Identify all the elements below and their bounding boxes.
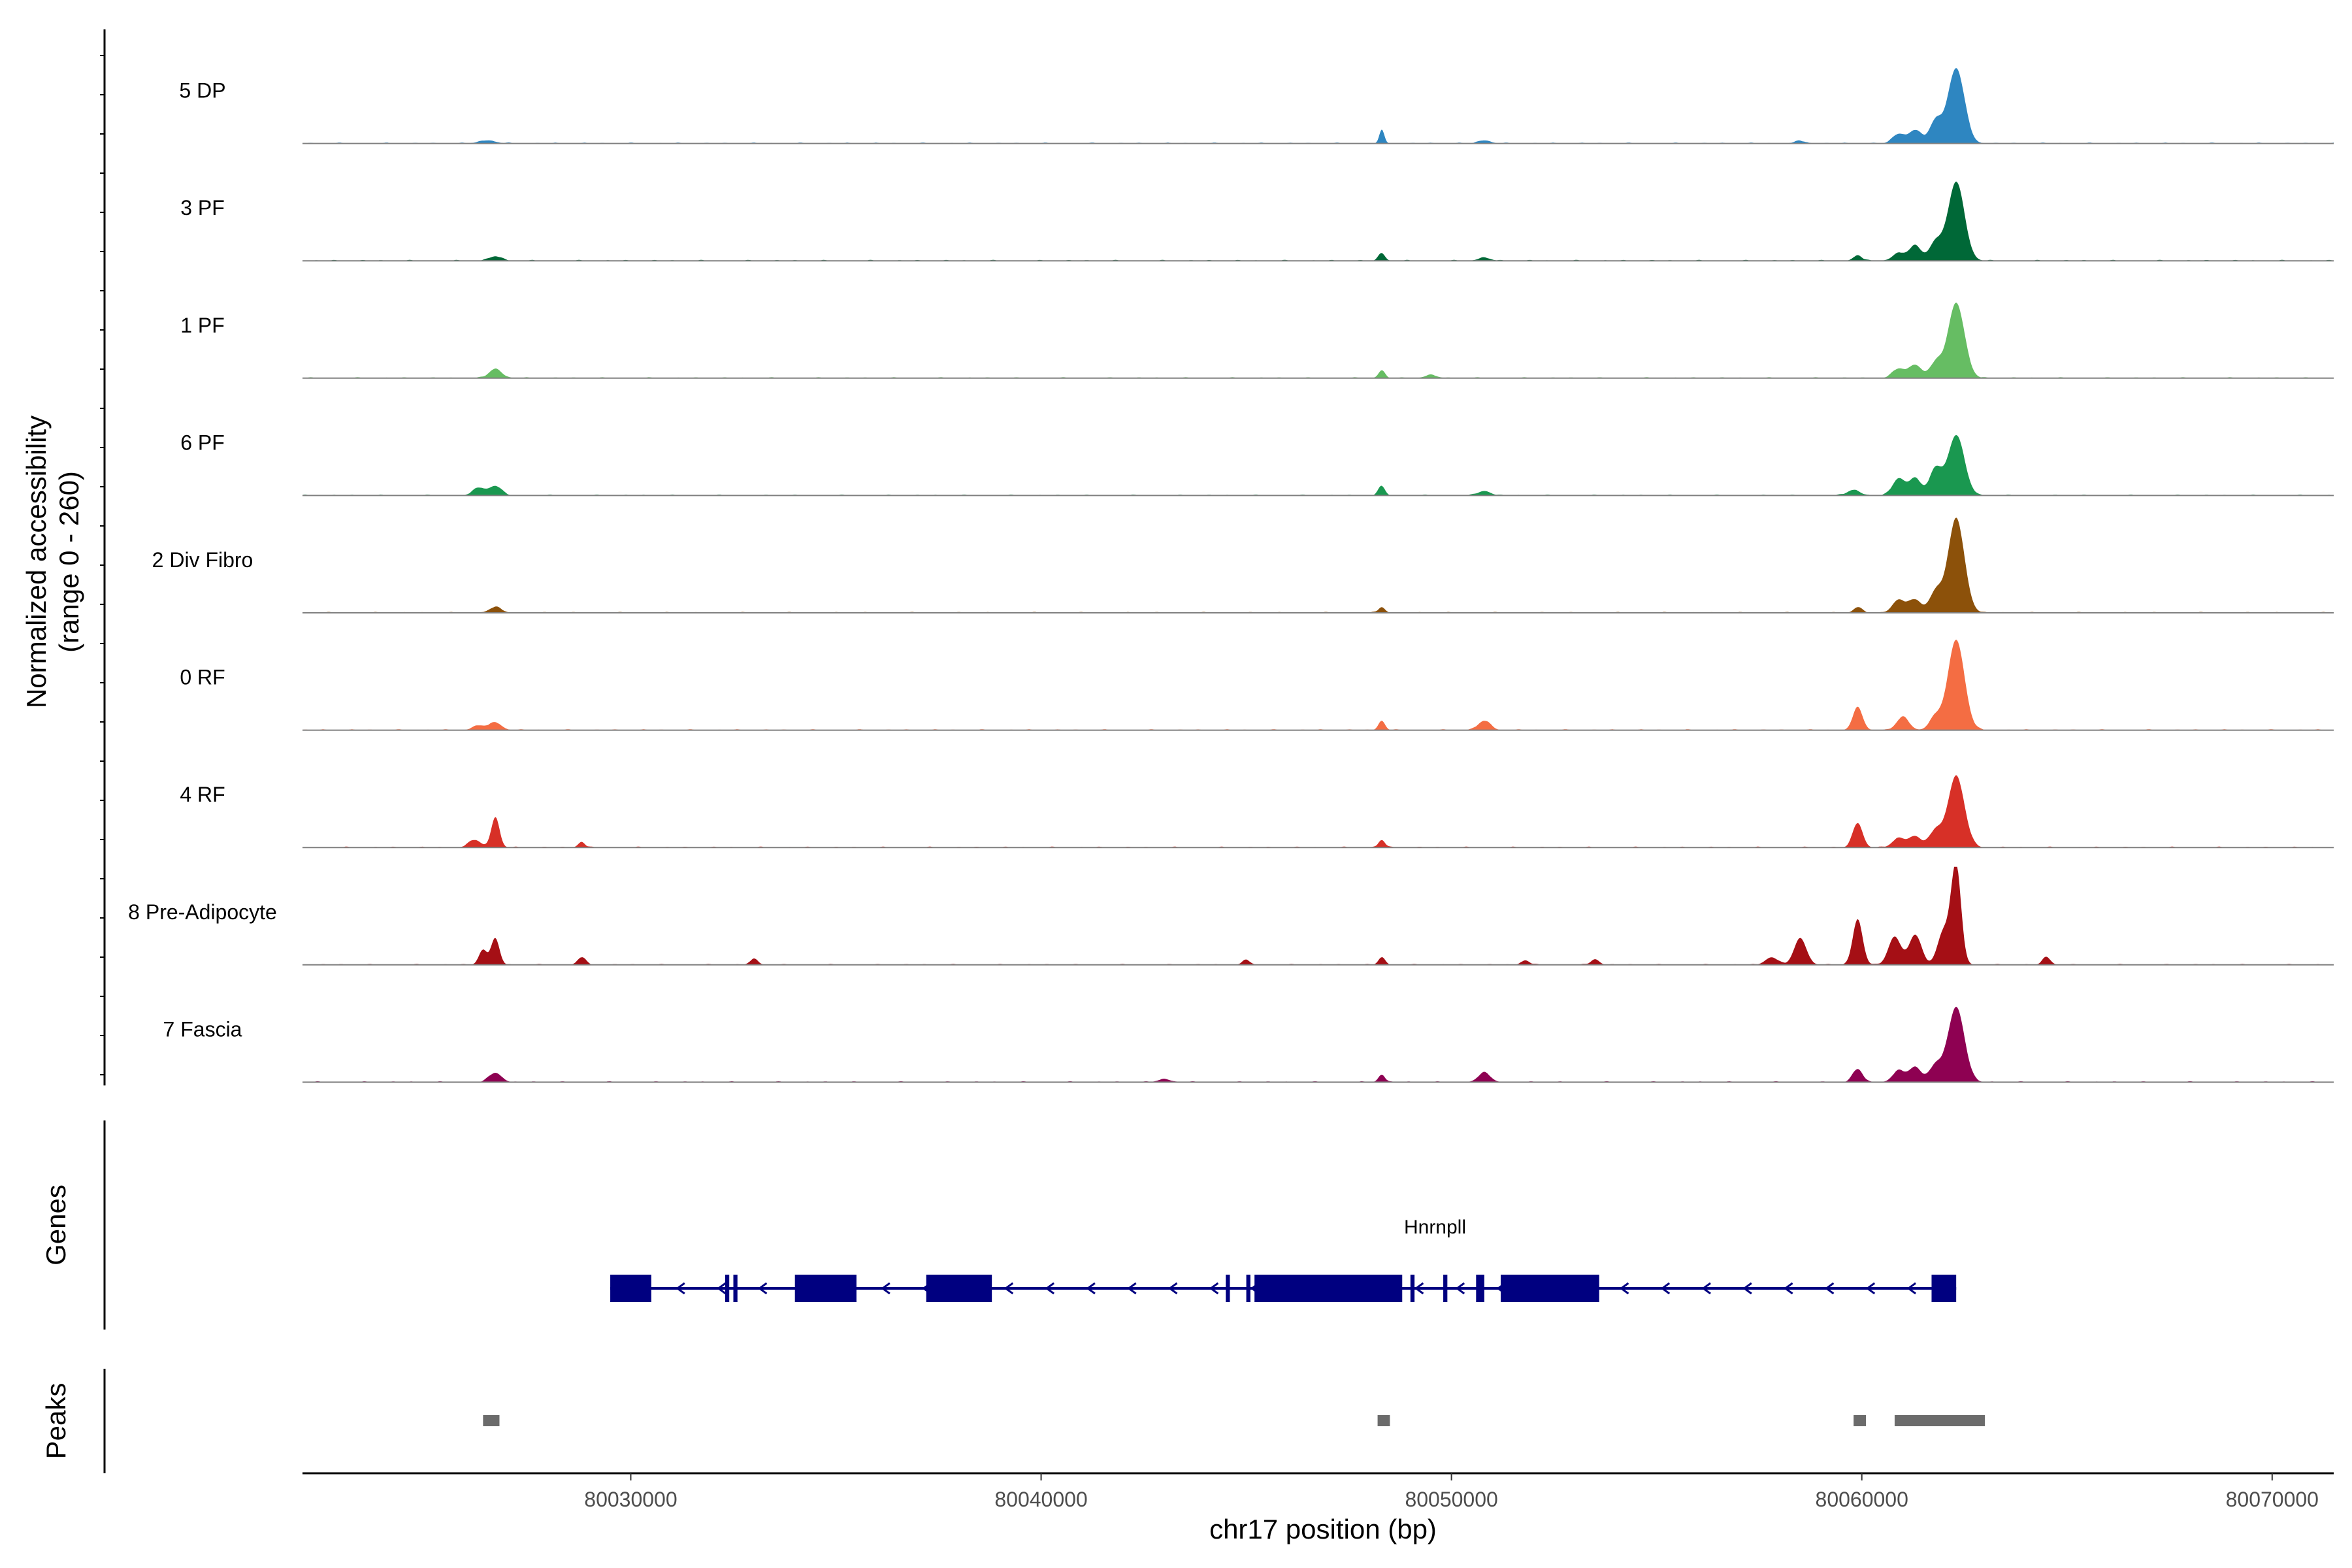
track-area bbox=[302, 181, 2334, 261]
gene-exon bbox=[1443, 1275, 1448, 1302]
x-tick-label: 80030000 bbox=[584, 1488, 677, 1511]
strand-arrow bbox=[1742, 1282, 1752, 1295]
track-area bbox=[302, 775, 2334, 848]
strand-arrow bbox=[676, 1282, 685, 1295]
track-label: 5 DP bbox=[179, 79, 225, 103]
track-6: 0 RF bbox=[180, 640, 2334, 731]
x-tick-label: 80070000 bbox=[2226, 1488, 2319, 1511]
peak-region bbox=[483, 1415, 500, 1426]
strand-arrow bbox=[1701, 1282, 1711, 1295]
x-axis-title: chr17 position (bp) bbox=[1209, 1514, 1437, 1544]
track-4: 6 PF bbox=[180, 431, 2334, 497]
gene-exon bbox=[1931, 1275, 1957, 1302]
genes-panel-title: Genes bbox=[41, 1184, 71, 1266]
track-8: 8 Pre-Adipocyte bbox=[128, 866, 2334, 966]
peak-region bbox=[1894, 1415, 1985, 1426]
gene-exon bbox=[1226, 1275, 1230, 1302]
peak-regions bbox=[483, 1415, 1985, 1426]
track-area bbox=[302, 68, 2334, 144]
strand-arrow bbox=[1865, 1282, 1876, 1295]
x-tick-label: 80060000 bbox=[1816, 1488, 1908, 1511]
track-label: 0 RF bbox=[180, 666, 225, 689]
gene-exon bbox=[610, 1275, 651, 1302]
gene-exon bbox=[725, 1275, 730, 1302]
strand-arrow bbox=[1906, 1282, 1916, 1295]
y-axis-title-group-2: (range 0 - 260) bbox=[54, 471, 84, 653]
strand-arrow bbox=[1045, 1282, 1054, 1295]
track-area bbox=[302, 434, 2334, 496]
coverage-tracks: 5 DP 3 PF 1 PF 6 PF 2 Div Fibro 0 RF 4 RF 8 Pre… bbox=[128, 68, 2334, 1083]
gene-exon bbox=[1246, 1275, 1250, 1302]
track-9: 7 Fascia bbox=[163, 1006, 2334, 1083]
peaks-title-group: Peaks bbox=[41, 1383, 71, 1460]
track-area bbox=[302, 640, 2334, 730]
y-axis-title-line1: Normalized accessibility bbox=[21, 416, 52, 708]
x-axis-ticks: 80030000 80040000 80050000 80060000 80070000 bbox=[584, 1473, 2319, 1511]
track-2: 3 PF bbox=[180, 181, 2334, 262]
strand-arrow bbox=[1824, 1282, 1835, 1295]
track-label: 7 Fascia bbox=[163, 1017, 242, 1041]
strand-arrow bbox=[1455, 1282, 1465, 1295]
track-label: 4 RF bbox=[180, 783, 225, 806]
track-1: 5 DP bbox=[179, 68, 2334, 144]
y-axis-title-line2: (range 0 - 260) bbox=[54, 471, 84, 653]
strand-arrow bbox=[1127, 1282, 1137, 1295]
gene-exon bbox=[733, 1275, 738, 1302]
strand-arrow bbox=[1168, 1282, 1178, 1295]
peaks-panel-title: Peaks bbox=[41, 1383, 71, 1460]
coverage-y-ticks bbox=[100, 55, 105, 1075]
y-axis-title-group: Normalized accessibility bbox=[21, 416, 52, 708]
peak-region bbox=[1377, 1415, 1390, 1426]
track-label: 3 PF bbox=[180, 196, 225, 220]
gene-exon bbox=[926, 1275, 992, 1302]
gene-exon bbox=[1476, 1275, 1484, 1302]
strand-arrow bbox=[1209, 1282, 1219, 1295]
x-tick-label: 80050000 bbox=[1405, 1488, 1497, 1511]
strand-arrow bbox=[1414, 1282, 1424, 1295]
x-tick-label: 80040000 bbox=[994, 1488, 1087, 1511]
track-label: 2 Div Fibro bbox=[152, 548, 253, 572]
gene-model bbox=[610, 1275, 1957, 1302]
genes-title-group: Genes bbox=[41, 1184, 71, 1266]
track-area bbox=[302, 866, 2334, 965]
track-area bbox=[302, 302, 2334, 378]
peak-region bbox=[1854, 1415, 1866, 1426]
track-label: 6 PF bbox=[180, 431, 225, 454]
track-7: 4 RF bbox=[180, 775, 2334, 849]
gene-exon bbox=[794, 1275, 857, 1302]
strand-arrow bbox=[1784, 1282, 1793, 1295]
strand-arrow bbox=[1086, 1282, 1096, 1295]
gene-exon bbox=[1500, 1275, 1599, 1302]
strand-arrow bbox=[1004, 1282, 1014, 1295]
track-label: 1 PF bbox=[180, 314, 225, 337]
track-3: 1 PF bbox=[180, 302, 2334, 379]
strand-arrow bbox=[1660, 1282, 1671, 1295]
gene-name-label: Hnrnpll bbox=[1404, 1217, 1466, 1238]
track-area bbox=[302, 1006, 2334, 1083]
track-label: 8 Pre-Adipocyte bbox=[128, 900, 277, 924]
strand-arrow bbox=[881, 1282, 890, 1295]
strand-arrow bbox=[1619, 1282, 1629, 1295]
strand-arrow bbox=[757, 1282, 768, 1295]
gene-exon bbox=[1410, 1275, 1415, 1302]
gene-exon bbox=[1254, 1275, 1403, 1302]
track-area bbox=[302, 517, 2334, 613]
track-5: 2 Div Fibro bbox=[152, 517, 2334, 613]
strand-arrow bbox=[717, 1282, 727, 1295]
